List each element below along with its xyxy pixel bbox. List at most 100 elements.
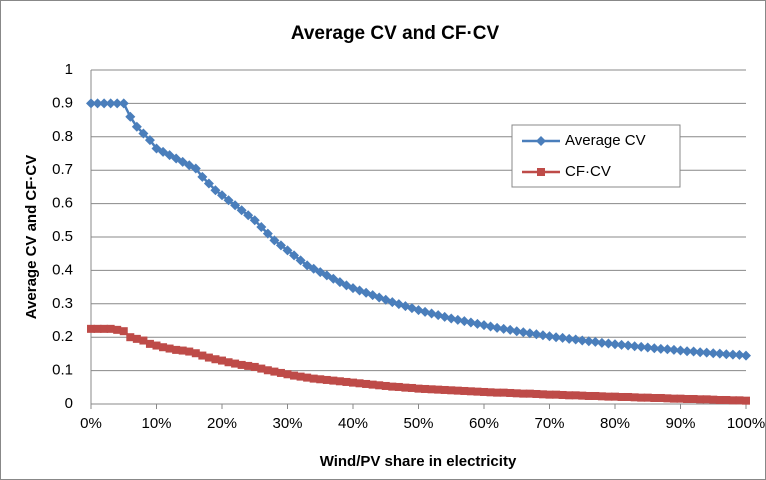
data-point <box>465 317 476 328</box>
data-point <box>519 389 528 398</box>
data-point <box>505 324 516 335</box>
data-point <box>551 332 562 343</box>
data-point <box>630 393 639 402</box>
data-point <box>145 339 154 348</box>
data-point <box>223 195 234 206</box>
data-point <box>696 395 705 404</box>
data-point <box>524 328 535 339</box>
data-point <box>557 332 568 343</box>
data-point <box>401 383 410 392</box>
data-point <box>538 390 547 399</box>
data-point <box>663 394 672 403</box>
data-point <box>545 390 554 399</box>
data-point <box>617 392 626 401</box>
data-point <box>650 393 659 402</box>
data-point <box>237 360 246 369</box>
data-point <box>493 388 502 397</box>
data-point <box>604 392 613 401</box>
data-point <box>537 330 548 341</box>
data-point <box>244 361 253 370</box>
data-point <box>112 98 123 109</box>
data-point <box>407 383 416 392</box>
data-point <box>243 210 254 221</box>
data-point <box>565 391 574 400</box>
data-point <box>355 379 364 388</box>
data-point <box>197 171 208 182</box>
x-tick-label: 50% <box>403 415 433 432</box>
data-point <box>275 240 286 251</box>
data-point <box>446 313 457 324</box>
data-point <box>649 343 660 354</box>
data-point <box>87 324 95 333</box>
x-tick-label: 90% <box>665 415 695 432</box>
y-tick-label: 0.1 <box>52 362 73 379</box>
data-point <box>506 388 515 397</box>
data-point <box>669 394 678 403</box>
y-tick-label: 1 <box>65 61 73 78</box>
data-point <box>132 334 141 343</box>
data-point <box>165 344 174 353</box>
data-point <box>584 391 593 400</box>
data-point <box>722 395 731 404</box>
legend-box <box>511 124 681 188</box>
data-point <box>570 334 581 345</box>
data-point <box>552 390 561 399</box>
data-point <box>440 385 449 394</box>
data-point <box>190 163 201 174</box>
data-point <box>616 339 627 350</box>
data-point <box>715 395 724 404</box>
data-point <box>375 381 384 390</box>
data-point <box>126 333 135 342</box>
data-point <box>434 385 443 394</box>
data-point <box>629 341 640 352</box>
data-point <box>427 385 436 394</box>
data-point <box>655 343 666 354</box>
data-point <box>257 364 266 373</box>
y-tick-label: 0.7 <box>52 161 73 178</box>
legend-label: Average CV <box>565 132 646 149</box>
data-point <box>518 327 529 338</box>
x-tick-label: 80% <box>600 415 630 432</box>
data-point <box>473 387 482 396</box>
data-point <box>224 358 233 367</box>
data-point <box>623 340 634 351</box>
data-point <box>571 391 580 400</box>
data-point <box>642 342 653 353</box>
data-point <box>447 386 456 395</box>
data-point <box>459 316 470 327</box>
y-tick-label: 0.8 <box>52 128 73 145</box>
data-point <box>290 371 299 380</box>
data-point <box>479 320 489 331</box>
data-point <box>714 348 725 359</box>
data-point <box>106 324 115 333</box>
data-point <box>230 200 241 211</box>
x-tick-label: 20% <box>207 415 237 432</box>
data-point <box>532 389 541 398</box>
y-tick-label: 0.5 <box>52 228 73 245</box>
data-point <box>204 353 213 362</box>
data-point <box>316 375 325 384</box>
chart-title: Average CV and CF·CV <box>291 23 500 44</box>
y-tick-label: 0.3 <box>52 295 73 312</box>
data-point <box>735 396 744 405</box>
x-tick-label: 70% <box>534 415 564 432</box>
data-point <box>92 98 103 109</box>
data-point <box>564 333 575 344</box>
data-point <box>460 386 469 395</box>
data-point <box>282 245 293 256</box>
data-point <box>178 346 187 355</box>
data-point <box>708 348 719 359</box>
data-point <box>322 375 331 384</box>
data-point <box>388 382 397 391</box>
data-point <box>578 391 587 400</box>
data-point <box>662 344 673 355</box>
data-point <box>683 394 692 403</box>
data-point <box>125 111 136 122</box>
data-point <box>211 355 220 364</box>
data-point <box>498 323 509 334</box>
data-point <box>742 396 750 405</box>
data-point <box>138 128 149 139</box>
y-tick-label: 0.9 <box>52 94 73 111</box>
